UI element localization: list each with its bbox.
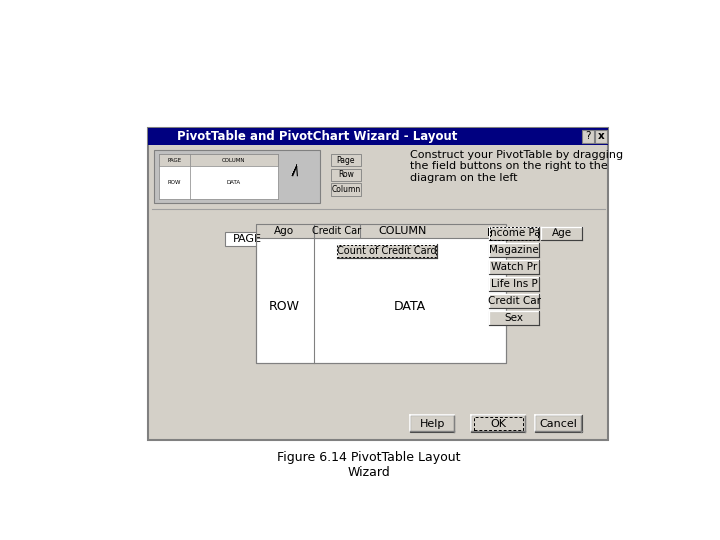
Text: Age: Age (552, 228, 572, 239)
Text: Income Pa: Income Pa (487, 228, 541, 239)
Bar (489, 260, 539, 274)
Bar (148, 128, 608, 145)
Bar (159, 166, 189, 199)
Text: COLUMN: COLUMN (222, 158, 246, 163)
Bar (489, 244, 539, 257)
Text: ?: ? (585, 131, 591, 141)
Text: DATA: DATA (394, 300, 426, 313)
Bar (154, 150, 320, 204)
Text: x: x (598, 131, 605, 141)
Text: Row: Row (338, 171, 354, 179)
Text: Life Ins P: Life Ins P (491, 279, 538, 289)
Text: Help: Help (420, 418, 445, 429)
Text: Credit Car: Credit Car (487, 296, 541, 306)
Text: PAGE: PAGE (167, 158, 181, 163)
Bar (489, 311, 539, 325)
Text: DATA: DATA (227, 180, 241, 185)
Bar (474, 417, 523, 430)
Text: Ago: Ago (274, 226, 294, 236)
Bar (159, 154, 189, 166)
Bar (489, 294, 539, 308)
Bar (595, 130, 607, 143)
Bar (256, 224, 314, 238)
Bar (159, 154, 278, 199)
Bar (225, 232, 270, 246)
Bar (331, 168, 361, 181)
Text: OK: OK (490, 418, 506, 429)
Text: ROW: ROW (168, 180, 181, 185)
Text: Sex: Sex (505, 313, 523, 323)
Text: Column: Column (331, 185, 361, 194)
Text: Count of Credit Card: Count of Credit Card (337, 246, 436, 256)
Bar (189, 166, 278, 199)
Bar (314, 224, 360, 238)
Bar (541, 226, 582, 240)
Text: Construct your PivotTable by dragging
the field buttons on the right to the
diag: Construct your PivotTable by dragging th… (410, 150, 623, 183)
Bar (337, 244, 437, 258)
Bar (331, 184, 361, 195)
Bar (331, 154, 361, 166)
Text: Page: Page (337, 156, 355, 165)
Bar (582, 130, 594, 143)
Bar (489, 226, 539, 240)
Bar (256, 238, 506, 363)
Text: Credit Car: Credit Car (312, 226, 361, 236)
Bar (489, 278, 539, 291)
Bar (490, 227, 539, 240)
Text: COLUMN: COLUMN (378, 226, 426, 236)
Text: Cancel: Cancel (539, 418, 577, 429)
Polygon shape (292, 165, 297, 176)
Bar (314, 224, 506, 238)
Bar (535, 415, 582, 432)
Bar (256, 224, 506, 363)
Text: PAGE: PAGE (233, 234, 262, 244)
Text: Figure 6.14 PivotTable Layout
Wizard: Figure 6.14 PivotTable Layout Wizard (277, 451, 461, 479)
Text: ROW: ROW (269, 300, 300, 313)
Bar (338, 245, 436, 257)
Bar (535, 415, 582, 432)
Bar (148, 128, 608, 440)
Bar (410, 415, 454, 432)
Text: PivotTable and PivotChart Wizard - Layout: PivotTable and PivotChart Wizard - Layou… (177, 130, 458, 143)
Bar (410, 415, 454, 432)
Bar (189, 154, 278, 166)
Bar (472, 415, 526, 432)
Text: Magazine: Magazine (490, 245, 539, 255)
Text: Watch Pr: Watch Pr (491, 262, 537, 272)
Bar (472, 415, 526, 432)
